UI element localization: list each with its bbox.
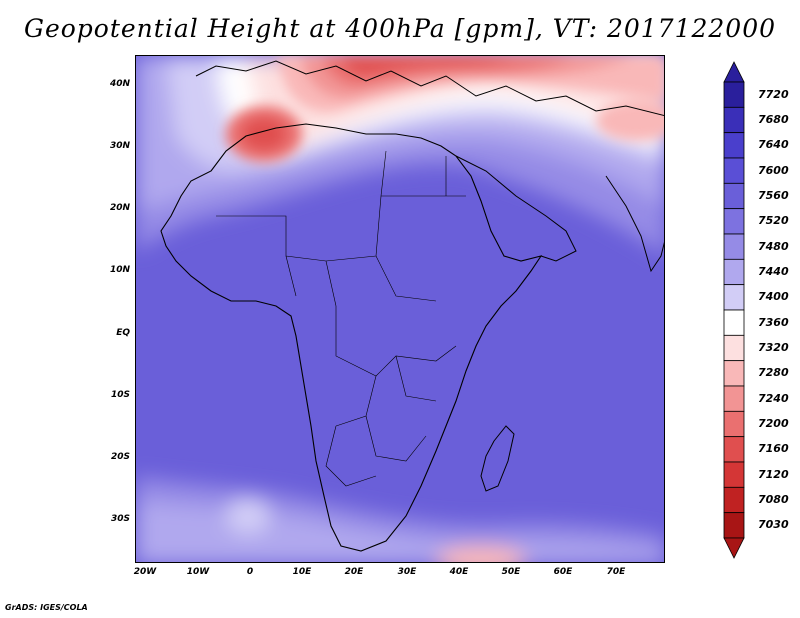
colorbar-swatch [723,334,745,362]
colorbar-level-label: 7320 [758,341,789,354]
lat-label-40n: 40N [109,79,130,89]
colorbar-bottom-arrow [723,537,745,559]
colorbar-swatch [723,106,745,134]
colorbar-swatch [723,182,745,210]
colorbar-swatch [723,512,745,539]
lat-label-10n: 10N [109,265,130,275]
india-coastline [605,175,664,273]
lat-label-20s: 20S [110,452,130,462]
colorbar-swatch [723,284,745,311]
lon-label-10w: 10W [186,567,210,577]
colorbar-swatch [723,157,745,184]
lon-label-20w: 20W [133,567,157,577]
country-borders [216,150,466,487]
colorbar-swatch [723,309,745,336]
colorbar-level-label: 7640 [758,138,789,152]
colorbar-level-label: 7600 [758,163,789,177]
colorbar-swatch [723,410,745,438]
lon-label-60e: 60E [553,567,573,577]
footer-credit: GrADS: IGES/COLA [5,603,88,612]
lat-label-20n: 20N [109,203,130,213]
lon-label-50e: 50E [501,567,521,577]
lon-label-10e: 10E [292,567,312,577]
arabia-coastline [455,155,577,262]
africa-coastline [160,123,543,552]
contour-south-atlantic-high [226,498,270,534]
colorbar-level-label: 7240 [758,391,789,405]
colorbar [723,61,745,559]
colorbar-level-label: 7440 [758,265,789,278]
lon-label-0: 0 [246,567,254,577]
colorbar-swatch [723,461,745,488]
colorbar-level-label: 7280 [758,366,789,380]
colorbar-swatch [723,208,745,235]
colorbar-swatch [723,132,745,159]
colorbar-level-label: 7360 [758,315,789,329]
lat-label-30n: 30N [109,141,130,151]
map-panel [135,55,665,563]
contour-band-7160 [341,56,516,74]
europe-coastline [195,60,664,117]
colorbar-swatch [723,258,745,286]
colorbar-level-label: 7680 [758,113,789,126]
colorbar-swatch [723,436,745,463]
contour-south-indian-ridge [436,546,526,562]
lon-label-20e: 20E [344,567,364,577]
madagascar-outline [480,425,515,492]
colorbar-level-label: 7480 [758,239,789,253]
lat-label-30s: 30S [110,514,130,524]
lon-label-70e: 70E [606,567,626,577]
colorbar-level-label: 7520 [758,214,789,228]
colorbar-level-label: 7720 [758,87,789,101]
colorbar-level-label: 7200 [758,417,789,430]
height-field-map [136,56,664,562]
colorbar-level-label: 7400 [758,290,789,304]
colorbar-level-label: 7160 [758,442,789,456]
colorbar-swatch [723,233,745,260]
lon-label-30e: 30E [397,567,417,577]
colorbar-level-label: 7030 [758,518,789,532]
colorbar-level-label: 7120 [758,467,789,481]
map-title: Geopotential Height at 400hPa [gpm], VT:… [23,14,777,43]
colorbar-swatch [723,81,745,108]
lon-label-40e: 40E [449,567,469,577]
contour-low-sahara-core [242,118,286,150]
colorbar-level-label: 7560 [758,189,789,202]
lat-label-10s: 10S [110,390,130,400]
lat-label-eq: EQ [116,328,130,338]
colorbar-level-label: 7080 [758,493,789,506]
colorbar-swatch [723,360,745,387]
colorbar-swatch [723,385,745,412]
colorbar-swatch [723,486,745,514]
colorbar-top-arrow [723,61,745,83]
